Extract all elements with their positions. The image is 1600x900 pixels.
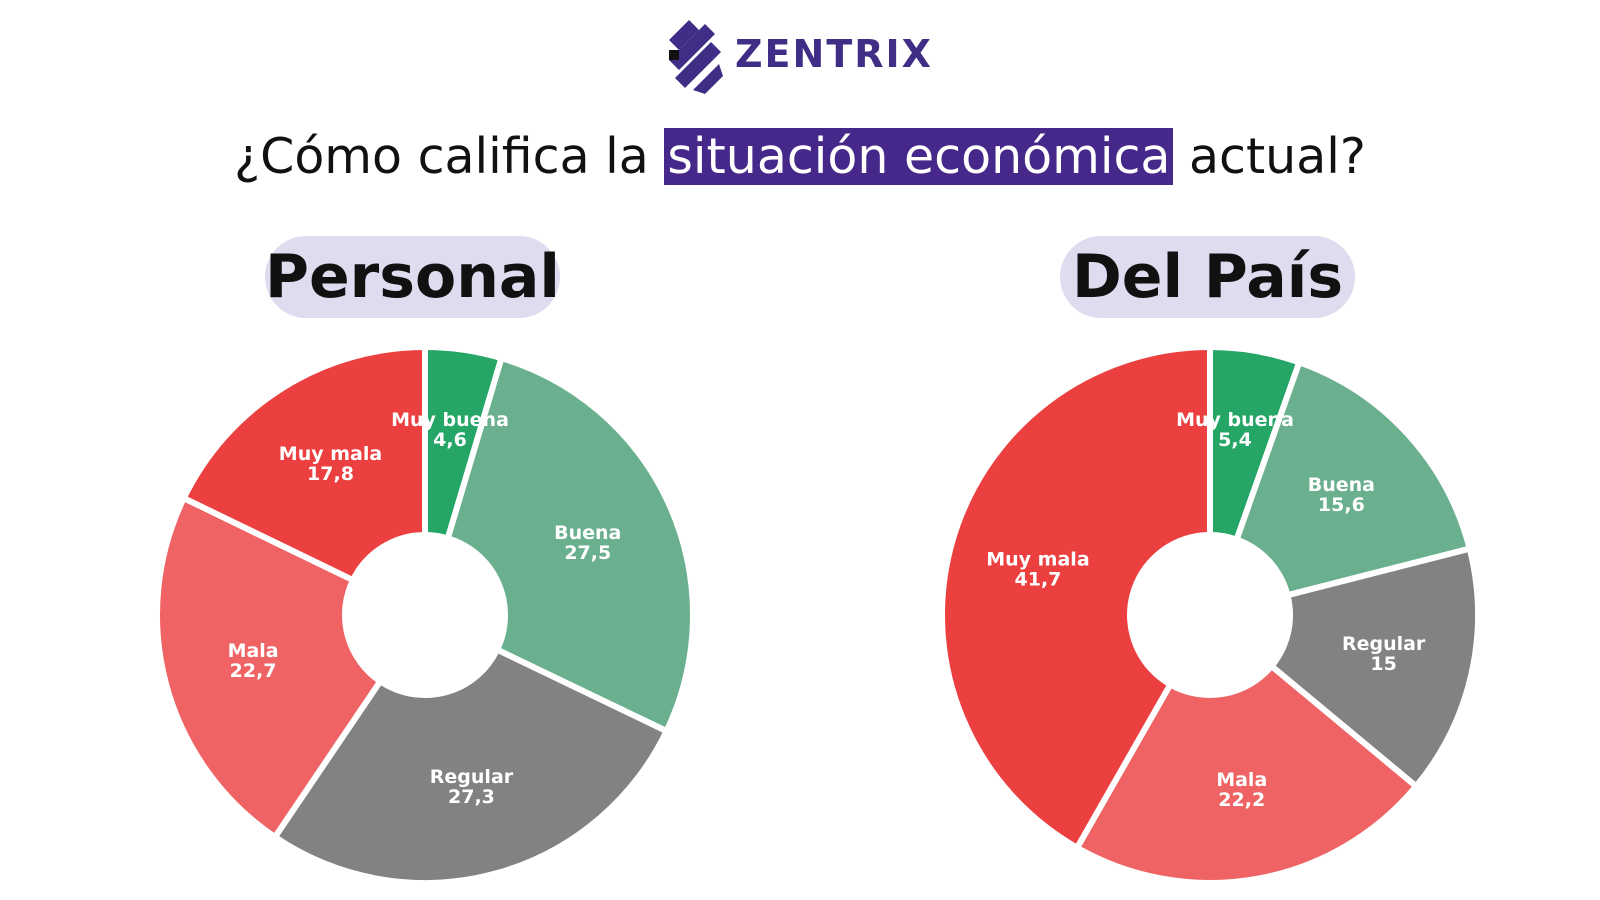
slice-regular — [271, 646, 670, 886]
slice-label-muy-buena: Muy buena — [391, 409, 509, 431]
slice-muy-mala — [180, 344, 428, 584]
slice-label-mala: Mala — [1216, 769, 1267, 791]
slice-label-buena: Buena — [554, 522, 621, 544]
slice-value-muy-buena: 4,6 — [433, 429, 467, 451]
title-part-before: ¿Cómo califica la — [234, 128, 649, 185]
slice-label-regular: Regular — [1342, 633, 1426, 655]
brand-name: ZENTRIX — [735, 32, 933, 76]
slice-label-muy-mala: Muy mala — [279, 443, 382, 465]
page-title: ¿Cómo califica la situación económica ac… — [0, 122, 1600, 192]
slice-value-buena: 15,6 — [1318, 494, 1365, 516]
chart-title-personal: Personal — [265, 236, 560, 318]
zentrix-logo-icon — [669, 20, 723, 94]
slice-value-muy-mala: 17,8 — [307, 463, 354, 485]
slice-value-buena: 27,5 — [564, 542, 611, 564]
slice-buena — [1233, 359, 1473, 599]
slice-value-regular: 27,3 — [448, 786, 495, 808]
title-highlight: situación económica — [664, 128, 1174, 185]
slice-mala — [1074, 663, 1420, 886]
slice-buena — [444, 355, 696, 735]
slice-label-muy-mala: Muy mala — [986, 548, 1089, 570]
slice-label-buena: Buena — [1308, 474, 1375, 496]
slice-label-muy-buena: Muy buena — [1176, 409, 1294, 431]
slice-value-mala: 22,7 — [230, 660, 277, 682]
slice-label-mala: Mala — [228, 640, 279, 662]
slice-regular — [1268, 545, 1482, 790]
slice-value-regular: 15 — [1370, 653, 1396, 675]
slice-value-muy-buena: 5,4 — [1218, 429, 1252, 451]
slice-value-mala: 22,2 — [1218, 789, 1265, 811]
title-part-after: actual? — [1189, 128, 1366, 185]
chart-title-pais: Del País — [1060, 236, 1355, 318]
slice-mala — [154, 495, 384, 841]
slice-label-regular: Regular — [430, 766, 514, 788]
slice-muy-mala — [939, 344, 1213, 851]
slice-value-muy-mala: 41,7 — [1015, 568, 1062, 590]
